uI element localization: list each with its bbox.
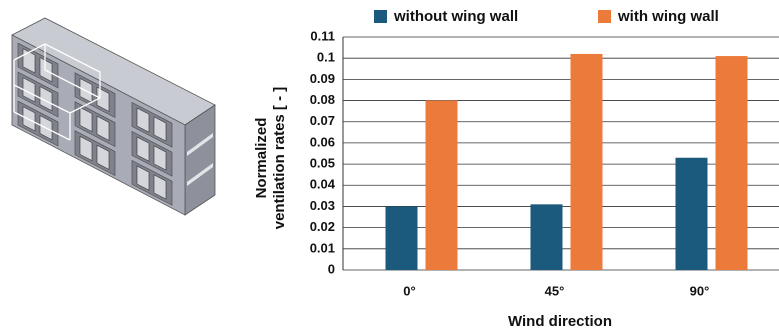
bar	[386, 206, 418, 270]
legend-swatch	[374, 10, 387, 23]
x-tick-label: 45°	[545, 283, 565, 298]
y-tick-label: 0.05	[310, 156, 335, 171]
legend-swatch	[598, 10, 611, 23]
bar	[571, 54, 603, 270]
y-tick-label: 0.03	[310, 198, 335, 213]
y-tick-label: 0.01	[310, 240, 335, 255]
x-axis-label: Wind direction	[508, 313, 612, 330]
y-tick-label: 0.09	[310, 71, 335, 86]
bar	[426, 101, 458, 270]
y-axis-label: Normalized	[253, 118, 270, 199]
y-axis-label: ventilation rates [ - ]	[271, 87, 288, 230]
legend-label: with wing wall	[617, 8, 719, 25]
legend-label: without wing wall	[393, 8, 518, 25]
y-tick-label: 0.04	[310, 177, 336, 192]
bar	[716, 56, 748, 270]
x-tick-label: 90°	[690, 283, 710, 298]
y-tick-label: 0.07	[310, 113, 335, 128]
bar	[676, 158, 708, 270]
bar	[531, 204, 563, 270]
y-tick-label: 0	[328, 261, 335, 276]
y-tick-label: 0.1	[317, 50, 335, 65]
y-tick-label: 0.08	[310, 92, 335, 107]
page: without wing wall with wing wall Normali…	[0, 0, 779, 333]
x-tick-label: 0°	[403, 283, 415, 298]
y-tick-label: 0.06	[310, 134, 335, 149]
y-tick-label: 0.11	[310, 28, 335, 43]
figure: without wing wall with wing wall Normali…	[0, 0, 779, 333]
building-illustration	[12, 18, 215, 215]
y-tick-label: 0.02	[310, 219, 335, 234]
